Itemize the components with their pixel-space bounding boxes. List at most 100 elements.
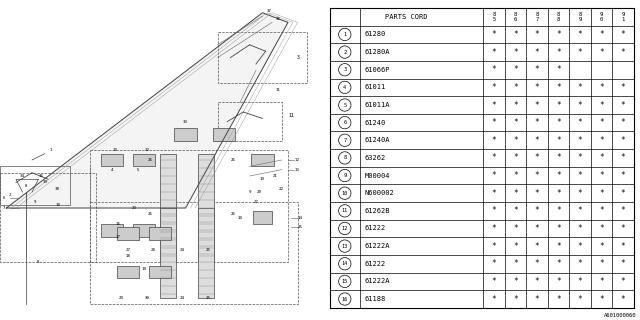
Text: 12: 12 [294, 158, 300, 162]
Text: *: * [577, 224, 582, 233]
Circle shape [339, 152, 351, 164]
Text: 34: 34 [20, 174, 25, 178]
Text: 5: 5 [343, 102, 346, 108]
Text: 15: 15 [298, 225, 303, 229]
Circle shape [339, 64, 351, 76]
Text: 23: 23 [132, 206, 137, 210]
Text: *: * [534, 294, 540, 304]
Text: 61222: 61222 [365, 261, 386, 267]
Text: 3: 3 [296, 55, 299, 60]
Text: *: * [599, 206, 604, 215]
Text: *: * [599, 224, 604, 233]
Text: 9: 9 [248, 190, 251, 194]
Text: *: * [577, 189, 582, 198]
Text: *: * [513, 189, 518, 198]
Bar [160, 154, 176, 262]
Text: *: * [577, 206, 582, 215]
Text: 22: 22 [279, 187, 284, 191]
Text: *: * [621, 153, 625, 163]
Text: *: * [513, 100, 518, 109]
Text: 10: 10 [260, 177, 265, 181]
Text: 28: 28 [151, 248, 156, 252]
Bar [174, 128, 197, 141]
Text: 17: 17 [116, 235, 121, 239]
Text: *: * [513, 65, 518, 74]
Bar [198, 208, 214, 298]
Text: *: * [599, 30, 604, 39]
Text: 24: 24 [180, 296, 185, 300]
Text: 10: 10 [237, 216, 243, 220]
Text: 14: 14 [298, 216, 303, 220]
Circle shape [339, 187, 351, 199]
Text: *: * [513, 153, 518, 163]
Text: *: * [513, 48, 518, 57]
Text: *: * [556, 153, 561, 163]
Text: 11: 11 [289, 113, 294, 118]
Text: *: * [577, 294, 582, 304]
Circle shape [339, 134, 351, 147]
Text: *: * [556, 136, 561, 145]
Text: 10: 10 [342, 191, 348, 196]
Text: 35: 35 [39, 174, 44, 178]
Text: *: * [577, 136, 582, 145]
Circle shape [339, 99, 351, 111]
Text: 18: 18 [125, 254, 131, 258]
Text: *: * [492, 277, 496, 286]
Text: *: * [621, 171, 625, 180]
Bar [117, 266, 140, 278]
Text: *: * [556, 242, 561, 251]
Text: 8
6: 8 6 [514, 12, 517, 22]
Circle shape [339, 293, 351, 305]
Text: *: * [577, 153, 582, 163]
Text: 61011: 61011 [365, 84, 386, 90]
Text: *: * [599, 153, 604, 163]
Text: 61011A: 61011A [365, 102, 390, 108]
Text: 26: 26 [231, 158, 236, 162]
Text: *: * [599, 259, 604, 268]
Text: *: * [621, 136, 625, 145]
Text: 4: 4 [343, 85, 346, 90]
Text: *: * [577, 118, 582, 127]
Text: *: * [556, 30, 561, 39]
Text: *: * [556, 277, 561, 286]
Circle shape [339, 240, 351, 252]
Text: 8
8: 8 8 [557, 12, 560, 22]
Text: *: * [534, 100, 540, 109]
Text: 21: 21 [273, 174, 278, 178]
Bar [252, 154, 274, 166]
Text: A601000060: A601000060 [604, 313, 637, 318]
Text: *: * [534, 48, 540, 57]
Text: 7: 7 [343, 138, 346, 143]
Text: 61280: 61280 [365, 31, 386, 37]
Text: *: * [513, 30, 518, 39]
Bar [253, 211, 272, 224]
Text: *: * [492, 224, 496, 233]
Text: *: * [577, 277, 582, 286]
Text: 3: 3 [343, 67, 346, 72]
Circle shape [339, 169, 351, 182]
Text: *: * [621, 294, 625, 304]
Bar [117, 227, 140, 240]
Text: 8: 8 [24, 184, 27, 188]
Text: 61222A: 61222A [365, 278, 390, 284]
Text: *: * [556, 171, 561, 180]
Bar [101, 154, 124, 166]
Text: *: * [556, 294, 561, 304]
Text: *: * [534, 206, 540, 215]
Text: 6: 6 [343, 120, 346, 125]
Text: 5: 5 [136, 168, 139, 172]
Circle shape [339, 205, 351, 217]
Bar [0, 173, 96, 262]
Text: 61240A: 61240A [365, 137, 390, 143]
Text: 17: 17 [253, 200, 259, 204]
Bar [90, 150, 288, 262]
Text: *: * [492, 118, 496, 127]
Text: *: * [556, 224, 561, 233]
Text: *: * [492, 189, 496, 198]
Text: *: * [621, 189, 625, 198]
Text: 2: 2 [343, 50, 346, 55]
Circle shape [339, 222, 351, 235]
Text: *: * [513, 118, 518, 127]
Text: *: * [513, 259, 518, 268]
Text: 10: 10 [55, 203, 60, 207]
